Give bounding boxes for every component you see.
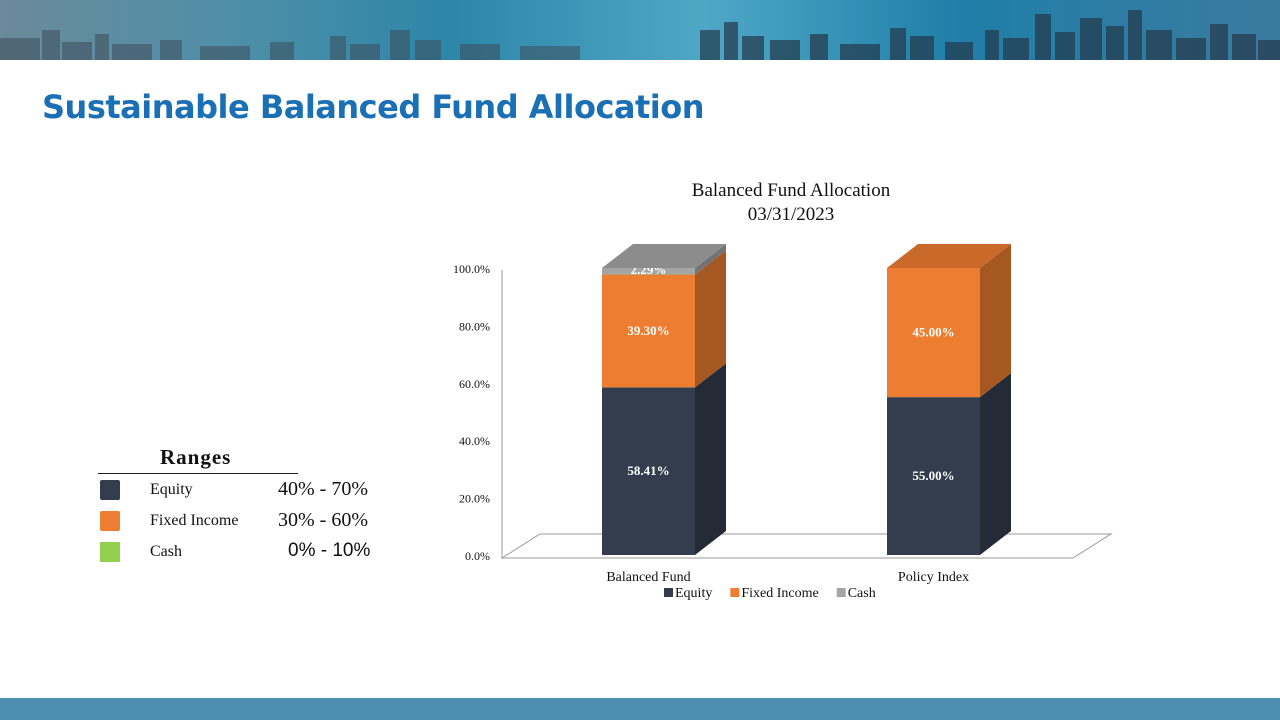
ranges-header: Ranges [98,445,298,474]
x-category-label: Policy Index [898,570,969,585]
bar-top-face [602,244,726,268]
y-tick-label: 20.0% [459,492,490,506]
range-label: Equity [150,481,193,498]
data-label: 39.30% [627,323,669,338]
range-label: Fixed Income [150,512,239,529]
chart-floor [500,533,1113,559]
footer-bar [0,698,1280,720]
legend-swatch [836,588,846,597]
data-label: 45.00% [912,325,954,340]
y-tick-label: 40.0% [459,434,490,448]
range-row-equity: Equity 40% - 70% [98,478,398,502]
range-value: 30% - 60% [278,509,368,531]
chart-subtitle: 03/31/2023 [748,204,835,225]
bar-segment [887,397,980,555]
bar-segment [602,387,695,555]
y-tick-label: 80.0% [459,319,490,333]
x-category-label: Balanced Fund [606,570,690,585]
allocation-chart: Balanced Fund Allocation 03/31/2023 0.0% 20… [453,180,1113,601]
slide-title: Sustainable Balanced Fund Allocation [42,88,705,126]
legend-label: Equity [675,586,712,601]
header-banner-image [0,0,1280,60]
y-tick-label: 0.0% [465,549,490,563]
bar-segment-side [980,373,1011,555]
chart-title: Balanced Fund Allocation [692,180,891,201]
legend-label: Fixed Income [741,586,818,601]
range-row-cash: Cash 0% - 10% [98,540,398,564]
y-tick-label: 100.0% [453,262,490,276]
fixed-income-swatch [100,511,120,531]
range-value: 0% - 10% [288,540,371,561]
legend-label: Cash [848,586,876,601]
bar-segment [602,274,695,388]
range-label: Cash [150,543,182,560]
legend-swatch [730,588,740,597]
equity-swatch [100,480,120,500]
range-value: 40% - 70% [278,478,368,500]
y-tick-label: 60.0% [459,377,490,391]
bar-segment-side [695,250,726,388]
data-label: 58.41% [627,463,669,478]
cash-swatch [100,542,120,562]
bar-segment [602,268,695,275]
bar-segment-side [695,244,726,275]
bar-segment-side [695,363,726,555]
data-label: 55.00% [912,468,954,483]
city-skyline-graphic [0,10,1280,60]
legend-swatch [664,588,673,597]
bar-top-face [887,244,1011,268]
ranges-title: Ranges [160,445,232,469]
bar-segment-side [980,244,1011,398]
range-row-fixed-income: Fixed Income 30% - 60% [98,509,398,533]
bar-segment [887,268,980,398]
